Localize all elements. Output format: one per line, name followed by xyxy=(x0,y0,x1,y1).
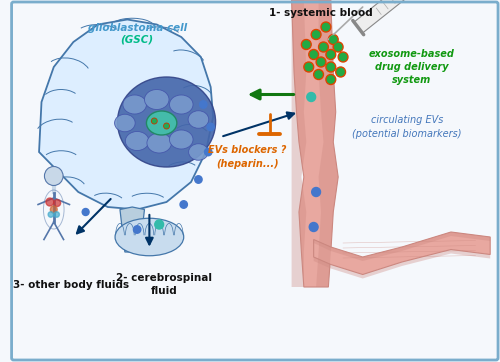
Circle shape xyxy=(303,41,310,48)
Circle shape xyxy=(326,75,336,84)
Circle shape xyxy=(54,199,60,206)
Circle shape xyxy=(304,62,314,72)
Ellipse shape xyxy=(147,133,172,153)
Circle shape xyxy=(330,36,337,43)
Ellipse shape xyxy=(146,111,177,135)
Text: 1- systemic blood: 1- systemic blood xyxy=(269,8,373,18)
Text: exosome-based
drug delivery
system: exosome-based drug delivery system xyxy=(369,49,454,85)
Text: 3- other body fluids: 3- other body fluids xyxy=(13,279,129,290)
Circle shape xyxy=(155,220,164,229)
Text: circulating EVs
(potential biomarkers): circulating EVs (potential biomarkers) xyxy=(352,115,462,139)
Ellipse shape xyxy=(118,77,216,167)
Circle shape xyxy=(134,226,141,233)
Text: glioblastoma cell: glioblastoma cell xyxy=(88,23,186,33)
Ellipse shape xyxy=(115,218,184,256)
Ellipse shape xyxy=(123,95,146,114)
Circle shape xyxy=(48,212,54,217)
Circle shape xyxy=(194,176,202,183)
Circle shape xyxy=(328,34,338,45)
Circle shape xyxy=(44,167,63,185)
Circle shape xyxy=(336,67,345,77)
Circle shape xyxy=(320,43,327,51)
Circle shape xyxy=(312,31,320,38)
Circle shape xyxy=(152,118,157,124)
Ellipse shape xyxy=(144,89,169,109)
Ellipse shape xyxy=(188,144,208,160)
Circle shape xyxy=(302,39,311,50)
Circle shape xyxy=(207,123,214,131)
Circle shape xyxy=(318,58,324,66)
Circle shape xyxy=(204,148,212,156)
Polygon shape xyxy=(316,0,338,287)
Ellipse shape xyxy=(170,130,193,149)
Circle shape xyxy=(334,43,342,51)
Circle shape xyxy=(340,54,346,60)
Circle shape xyxy=(164,124,168,128)
Text: 2- cerebrospinal
fluid: 2- cerebrospinal fluid xyxy=(116,273,212,296)
Circle shape xyxy=(180,201,188,208)
Circle shape xyxy=(322,24,330,31)
Circle shape xyxy=(328,76,334,83)
Polygon shape xyxy=(292,0,306,287)
Circle shape xyxy=(54,212,60,217)
Polygon shape xyxy=(39,20,213,210)
Circle shape xyxy=(305,63,312,71)
Circle shape xyxy=(164,123,169,129)
Circle shape xyxy=(337,68,344,76)
Circle shape xyxy=(152,119,156,123)
Ellipse shape xyxy=(114,114,135,132)
Polygon shape xyxy=(292,0,338,287)
Circle shape xyxy=(311,29,321,39)
Circle shape xyxy=(309,223,318,232)
Ellipse shape xyxy=(170,95,193,114)
Circle shape xyxy=(309,50,318,59)
Polygon shape xyxy=(314,232,490,274)
Circle shape xyxy=(318,42,328,52)
Circle shape xyxy=(328,63,334,71)
Circle shape xyxy=(307,93,316,101)
Circle shape xyxy=(338,52,348,62)
Text: (GSC): (GSC) xyxy=(120,34,154,45)
Circle shape xyxy=(316,57,326,67)
Circle shape xyxy=(328,51,334,58)
Polygon shape xyxy=(120,207,144,252)
Ellipse shape xyxy=(188,111,208,128)
Circle shape xyxy=(50,206,57,213)
Circle shape xyxy=(326,62,336,72)
Circle shape xyxy=(200,101,207,108)
Circle shape xyxy=(82,209,89,215)
Circle shape xyxy=(315,71,322,78)
Text: EVs blockers ?
(heparin...): EVs blockers ? (heparin...) xyxy=(208,146,286,169)
Circle shape xyxy=(310,51,317,58)
Circle shape xyxy=(46,198,54,206)
Polygon shape xyxy=(314,232,490,261)
Circle shape xyxy=(312,188,320,197)
Circle shape xyxy=(334,42,343,52)
Circle shape xyxy=(326,50,336,59)
Circle shape xyxy=(314,70,324,80)
Ellipse shape xyxy=(126,131,149,151)
Circle shape xyxy=(321,22,331,32)
Polygon shape xyxy=(314,249,490,278)
Polygon shape xyxy=(354,0,420,33)
